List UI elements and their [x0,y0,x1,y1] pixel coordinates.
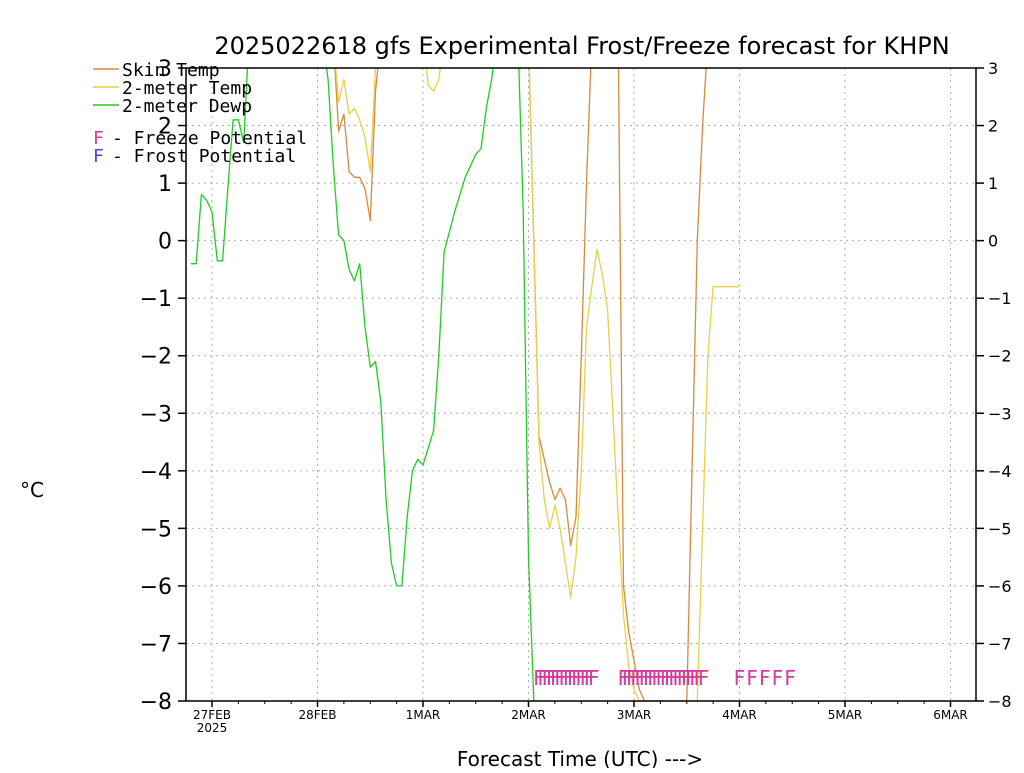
y-tick-label-left: −6 [140,575,172,600]
legend-label: 2-meter Temp [122,78,252,99]
y-axis-left: −8 −7 −6 −5 −4 −3 −2 −1 0 1 2 3 [140,57,186,715]
freeze-marker: F [759,666,771,690]
freeze-marker: F [698,666,710,690]
freeze-marker: F [630,666,642,690]
freeze-marker: F [635,666,647,690]
potential-legend-letter: F [93,146,104,167]
x-tick-label: 5MAR [828,708,863,722]
chart-title: 2025022618 gfs Experimental Frost/Freeze… [214,32,949,60]
y-tick-label-left: 1 [158,172,172,197]
freeze-marker: F [734,666,746,690]
freeze-marker: F [673,666,685,690]
freeze-marker: F [618,666,630,690]
x-tick-label: 4MAR [722,708,757,722]
freeze-marker: F [689,666,701,690]
freeze-marker: F [660,666,672,690]
freeze-marker: F [643,666,655,690]
freeze-marker: F [559,666,571,690]
y-tick-label-right: −3 [988,404,1012,423]
freeze-marker: F [584,666,596,690]
y-tick-label-left: −4 [140,460,172,485]
x-tick-label: 28FEB [299,708,337,722]
y-tick-label-right: 0 [988,232,998,251]
freeze-marker: F [685,666,697,690]
y-tick-label-right: −8 [988,692,1012,711]
freeze-marker: F [664,666,676,690]
freeze-marker: F [694,666,706,690]
legend-label: Skin Temp [122,60,220,81]
freeze-marker: F [563,666,575,690]
freeze-marker: F [677,666,689,690]
y-tick-label-left: 2 [158,115,172,140]
series-line-2-meter-dewp [190,68,539,701]
y-axis-right: −8 −7 −6 −5 −4 −3 −2 −1 0 1 2 3 [976,59,1012,711]
y-tick-label-left: −5 [140,517,172,542]
freeze-marker: F [626,666,638,690]
x-axis-label: Forecast Time (UTC) ---> [457,747,703,768]
series-lines [190,68,740,701]
y-axis-label: °C [20,478,44,502]
y-tick-label-right: 2 [988,117,998,136]
y-tick-label-left: −3 [140,402,172,427]
freeze-marker: F [588,666,600,690]
freeze-marker: F [639,666,651,690]
y-tick-label-left: 3 [158,57,172,82]
y-tick-label-right: −7 [988,634,1012,653]
freeze-marker: F [546,666,558,690]
x-tick-label: 2MAR [511,708,546,722]
potential-legend-letter: F [93,128,104,149]
freeze-marker: F [538,666,550,690]
y-tick-label-right: −1 [988,289,1012,308]
y-tick-label-left: −1 [140,287,172,312]
x-tick-sublabel: 2025 [197,721,228,735]
potential-legend-label: - Frost Potential [112,146,296,167]
freeze-marker: F [784,666,796,690]
freeze-marker: F [580,666,592,690]
y-tick-label-left: −2 [140,345,172,370]
y-tick-label-right: 1 [988,174,998,193]
freeze-marker: F [656,666,668,690]
y-tick-label-left: −7 [140,632,172,657]
y-tick-label-right: −4 [988,462,1012,481]
y-tick-label-right: −2 [988,347,1012,366]
y-tick-label-left: 0 [158,230,172,255]
freeze-marker: F [550,666,562,690]
series-line-2-meter-temp [335,68,740,701]
freeze-marker: F [571,666,583,690]
freeze-marker: F [681,666,693,690]
freeze-marker: F [647,666,659,690]
y-tick-label-left: −8 [140,690,172,715]
freeze-marker: F [746,666,758,690]
freeze-marker: F [567,666,579,690]
freeze-marker: F [651,666,663,690]
y-tick-label-right: −5 [988,519,1012,538]
x-tick-label: 6MAR [933,708,968,722]
legend-label: 2-meter Dewp [122,96,252,117]
x-tick-label: 3MAR [617,708,652,722]
freeze-marker: F [575,666,587,690]
y-tick-label-right: −6 [988,577,1012,596]
x-tick-label: 27FEB [193,708,231,722]
freeze-marker: F [533,666,545,690]
freeze-marker: F [668,666,680,690]
y-tick-label-right: 3 [988,59,998,78]
freeze-marker: F [542,666,554,690]
freeze-marker: F [772,666,784,690]
freeze-marker: F [554,666,566,690]
potential-legend-label: - Freeze Potential [112,128,307,149]
x-tick-label: 1MAR [406,708,441,722]
freeze-marker: F [622,666,634,690]
